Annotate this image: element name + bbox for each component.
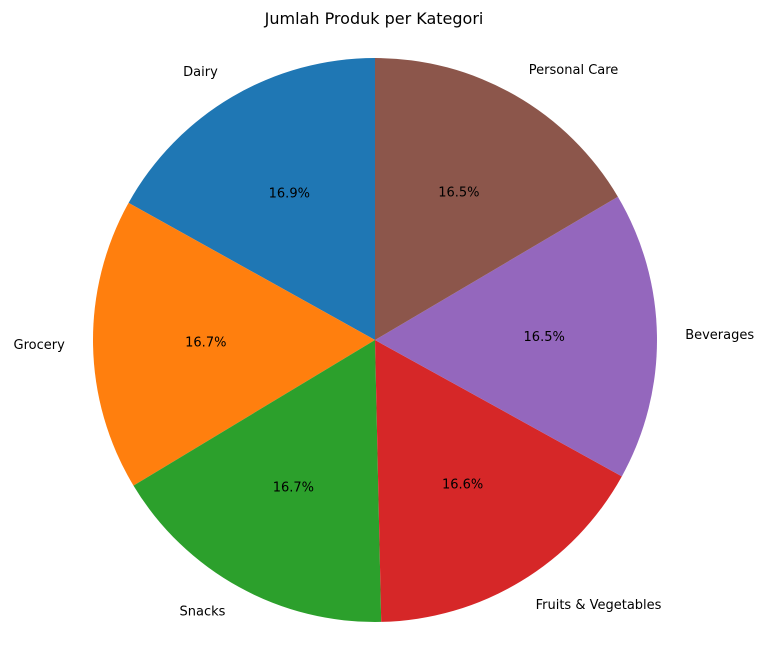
slice-label-fruits-vegetables: Fruits & Vegetables	[536, 598, 662, 613]
pct-label-grocery: 16.7%	[185, 335, 226, 350]
slice-label-snacks: Snacks	[179, 604, 225, 619]
pie-slice-beverages	[375, 196, 658, 477]
pct-label-fruits-vegetables: 16.6%	[442, 477, 483, 492]
pct-label-personal-care: 16.5%	[438, 186, 479, 201]
chart-title: Jumlah Produk per Kategori	[264, 9, 484, 28]
pie-labels: Dairy 16.9% Grocery 16.7% Snacks 16.7% Fruits …	[14, 63, 755, 619]
pie-slice-dairy	[128, 58, 375, 340]
pct-label-snacks: 16.7%	[273, 481, 314, 496]
slice-label-personal-care: Personal Care	[529, 63, 619, 78]
slice-label-dairy: Dairy	[183, 65, 218, 80]
pie-slice-fruits-vegetables	[375, 340, 622, 622]
pct-label-dairy: 16.9%	[269, 187, 310, 202]
pie-slice-grocery	[92, 202, 375, 486]
pie-slice-snacks	[133, 340, 382, 622]
slice-label-beverages: Beverages	[685, 328, 754, 343]
pct-label-beverages: 16.5%	[524, 330, 565, 345]
pie-slice-personal-care	[375, 58, 618, 340]
slice-label-grocery: Grocery	[14, 338, 66, 353]
pie-slices	[92, 58, 658, 622]
